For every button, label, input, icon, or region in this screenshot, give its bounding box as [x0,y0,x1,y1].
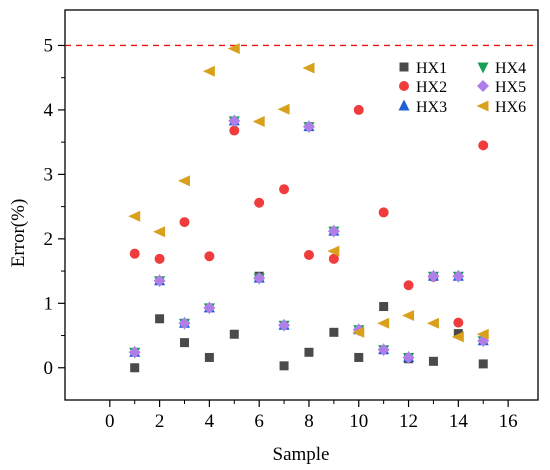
data-point-hx5 [327,225,340,238]
legend-marker [398,99,410,111]
data-point-hx5 [253,272,266,285]
data-point-hx5 [402,351,415,364]
data-point-hx6 [327,245,340,257]
data-point-hx5 [128,346,141,359]
x-tick-label: 10 [349,411,368,432]
data-point-hx5 [377,343,390,356]
data-point-hx2 [453,317,464,328]
data-point-hx1 [229,329,239,339]
legend: HX1 HX2 HX3 HX4 HX5 HX6 [398,60,526,116]
data-point-hx6 [252,116,265,128]
data-point-hx5 [302,120,315,133]
y-tick-label: 4 [44,100,54,121]
legend-marker [477,62,489,74]
legend-marker [477,80,489,92]
legend-marker [476,100,489,112]
data-point-hx1 [130,363,140,373]
data-point-hx2 [129,248,140,259]
plot-frame [64,9,539,401]
series-hx2 [129,104,489,328]
data-point-hx1 [354,352,364,362]
data-point-hx5 [153,274,166,287]
x-tick-label: 12 [399,411,418,432]
data-point-hx6 [302,62,315,74]
legend-label: HX5 [495,79,526,96]
data-point-hx5 [228,114,241,127]
data-point-hx2 [303,249,314,260]
legend-marker [399,81,409,91]
x-tick-label: 14 [449,411,469,432]
data-point-hx2 [403,280,414,291]
data-point-hx1 [428,356,438,366]
data-point-hx2 [478,140,489,151]
y-tick-label: 2 [44,229,54,250]
data-point-hx2 [154,253,165,264]
data-point-hx6 [227,43,240,55]
x-tick-label: 8 [304,411,314,432]
data-point-hx2 [353,104,364,115]
data-point-hx5 [278,319,291,332]
data-point-hx6 [426,317,439,329]
data-point-hx2 [254,197,265,208]
plot-frame-layer [64,9,539,401]
x-tick-label: 16 [499,411,518,432]
data-point-hx1 [304,347,314,357]
legend-label: HX2 [416,79,447,96]
data-point-hx1 [379,302,389,312]
y-tick-label: 3 [44,164,54,185]
data-point-hx1 [329,327,339,337]
legend-item-hx5: HX5 [477,79,526,96]
data-point-hx6 [128,210,141,222]
data-point-hx5 [427,270,440,283]
data-point-hx2 [279,184,290,195]
data-point-hx5 [452,270,465,283]
legend-item-hx1: HX1 [399,60,447,77]
data-point-hx1 [204,352,214,362]
y-axis-title: Error(%) [8,199,29,268]
data-point-hx2 [378,207,389,218]
data-point-hx6 [402,310,415,322]
data-point-hx6 [277,103,290,115]
data-point-hx1 [453,329,463,339]
x-tick-label: 0 [105,411,115,432]
data-point-hx6 [476,328,489,340]
data-point-hx6 [352,326,365,338]
x-tick-label: 2 [155,411,165,432]
data-point-hx6 [451,331,464,343]
series-hx6 [128,43,489,343]
y-tick-label: 1 [44,293,54,314]
legend-marker [399,62,409,72]
data-point-hx6 [177,175,190,187]
x-tick-label: 6 [254,411,264,432]
legend-label: HX4 [495,60,526,77]
data-point-hx5 [203,301,216,314]
data-point-hx6 [377,317,390,329]
data-point-hx1 [478,359,488,369]
legend-item-hx3: HX3 [398,99,447,116]
data-points-layer [128,43,490,373]
data-point-hx1 [179,338,189,348]
legend-label: HX3 [416,99,447,116]
y-tick-label: 5 [44,35,54,56]
x-tick-label: 4 [205,411,215,432]
legend-item-hx6: HX6 [476,99,526,116]
data-point-hx6 [202,65,215,77]
data-point-hx5 [178,317,191,330]
data-point-hx2 [179,217,190,228]
data-point-hx1 [155,314,165,324]
legend-label: HX1 [416,60,447,77]
data-point-hx2 [204,251,215,262]
data-point-hx2 [229,125,240,136]
legend-item-hx2: HX2 [399,79,447,96]
y-tick-label: 0 [44,358,54,379]
legend-item-hx4: HX4 [477,60,526,77]
data-point-hx1 [279,361,289,371]
legend-label: HX6 [495,99,526,116]
x-axis-title: Sample [273,444,330,465]
data-point-hx6 [153,226,166,238]
data-point-hx2 [328,253,339,264]
